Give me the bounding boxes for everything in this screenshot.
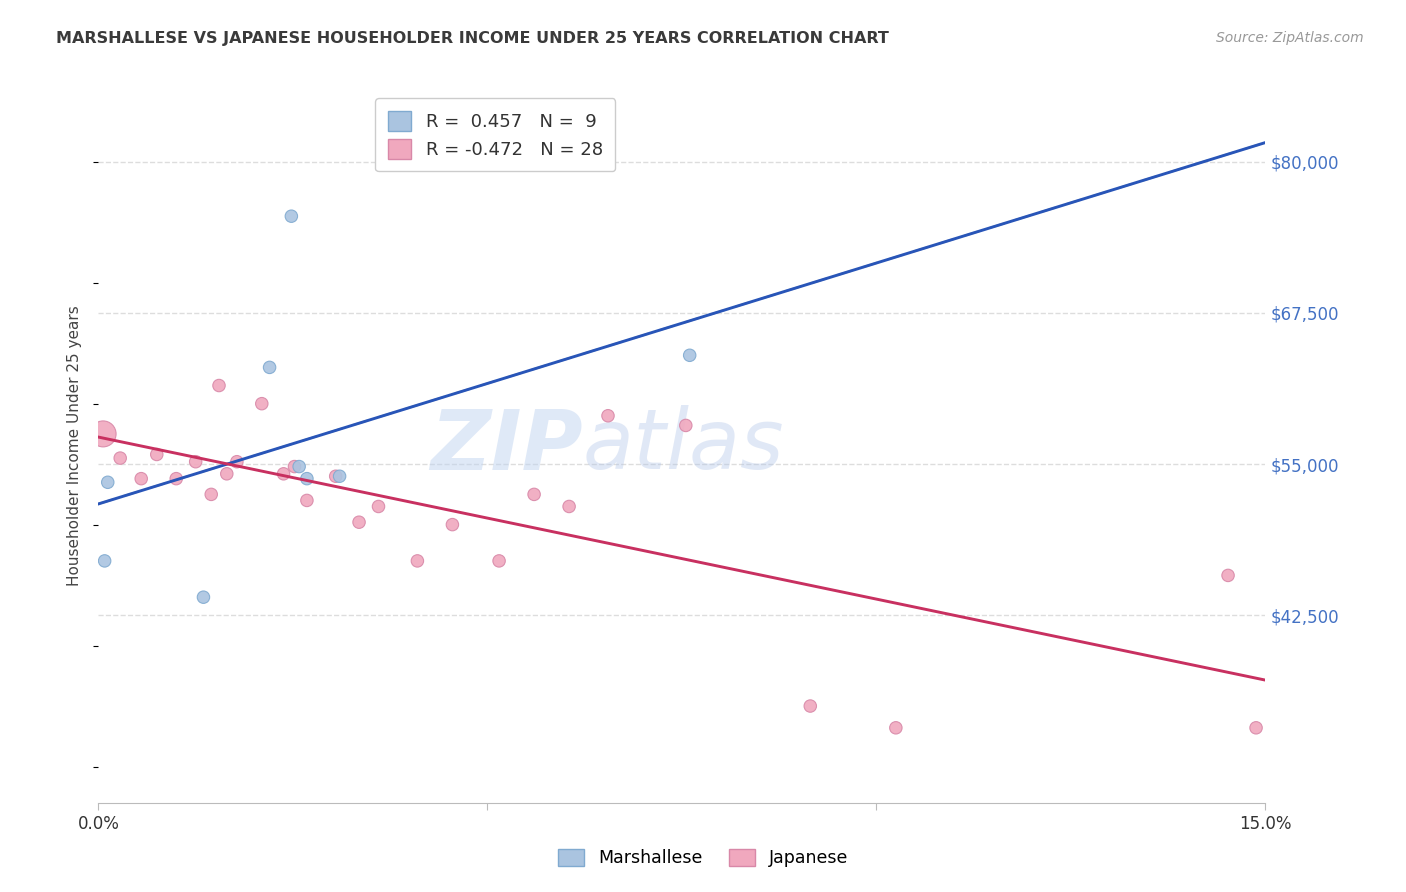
Text: atlas: atlas [582,406,785,486]
Point [367,500,389,514]
Point [488,554,510,568]
Point [1216,568,1239,582]
Point [799,699,821,714]
Point [273,467,295,481]
Point [146,447,169,461]
Text: Source: ZipAtlas.com: Source: ZipAtlas.com [1216,31,1364,45]
Point [184,455,207,469]
Point [91,426,114,441]
Point [596,409,619,423]
Point [679,348,702,362]
Point [259,360,281,375]
Point [215,467,238,481]
Point [295,493,318,508]
Point [406,554,429,568]
Point [288,459,311,474]
Point [523,487,546,501]
Legend: R =  0.457   N =  9, R = -0.472   N = 28: R = 0.457 N = 9, R = -0.472 N = 28 [375,98,616,171]
Point [208,378,231,392]
Point [558,500,581,514]
Point [295,472,318,486]
Point [108,451,131,466]
Point [200,487,222,501]
Point [250,397,273,411]
Point [1244,721,1267,735]
Point [325,469,347,483]
Point [193,590,215,604]
Point [329,469,352,483]
Text: ZIP: ZIP [430,406,582,486]
Y-axis label: Householder Income Under 25 years: Householder Income Under 25 years [67,306,83,586]
Legend: Marshallese, Japanese: Marshallese, Japanese [551,842,855,874]
Point [884,721,907,735]
Point [280,209,302,223]
Text: MARSHALLESE VS JAPANESE HOUSEHOLDER INCOME UNDER 25 YEARS CORRELATION CHART: MARSHALLESE VS JAPANESE HOUSEHOLDER INCO… [56,31,889,46]
Point [97,475,120,490]
Point [129,472,152,486]
Point [165,472,187,486]
Point [675,418,697,433]
Point [283,459,305,474]
Point [225,455,247,469]
Point [93,554,115,568]
Point [347,515,370,529]
Point [441,517,464,532]
